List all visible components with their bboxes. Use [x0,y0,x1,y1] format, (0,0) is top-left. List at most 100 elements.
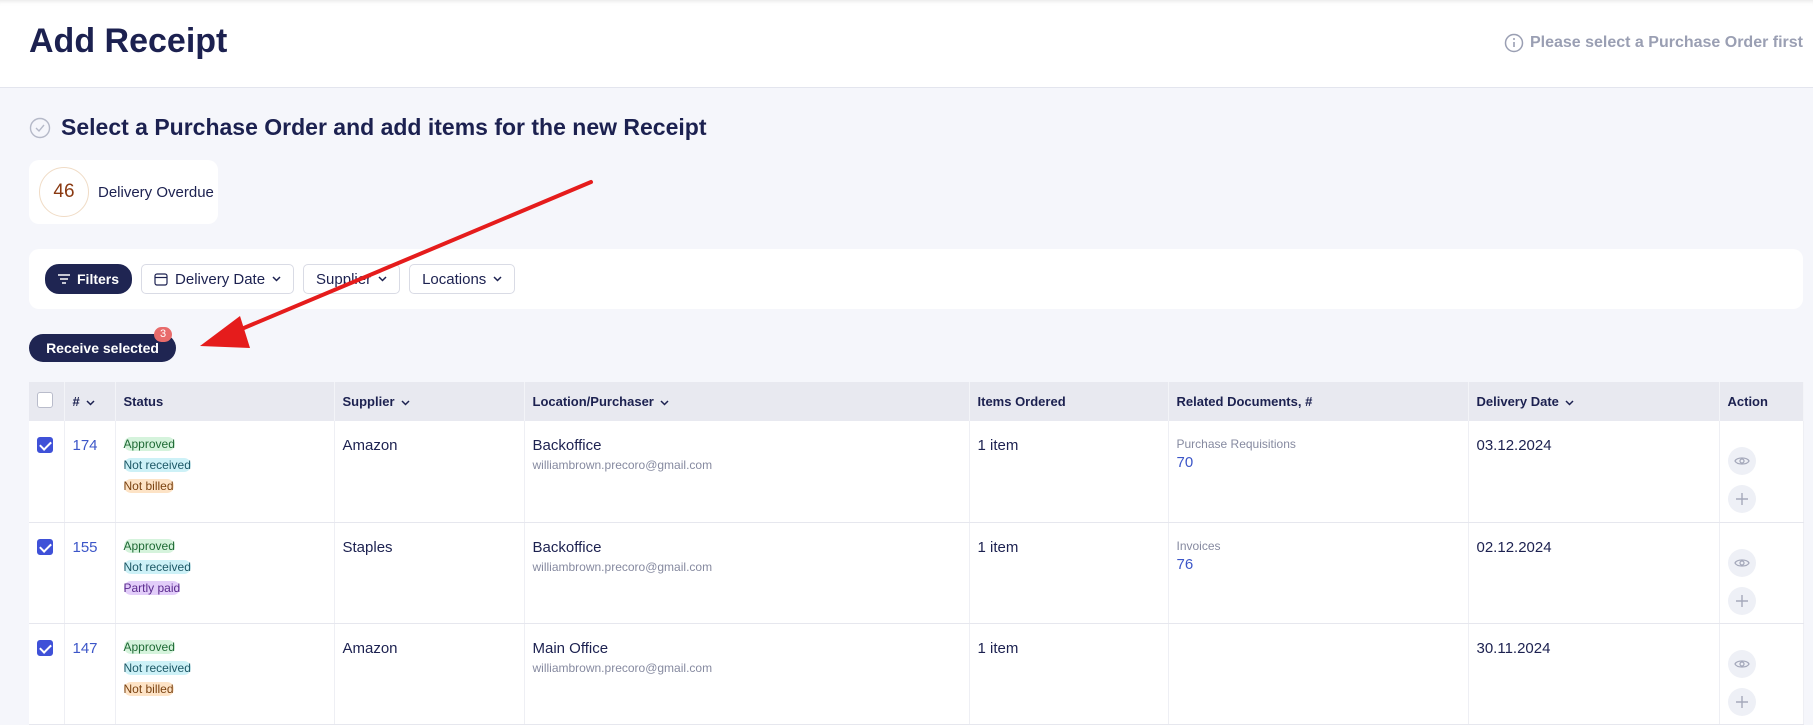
delivery-date: 02.12.2024 [1476,538,1552,556]
location-cell: Main Office williambrown.precoro@gmail.co… [524,623,970,725]
column-header[interactable]: # [64,382,116,421]
number-cell: 174 [64,421,116,523]
select-cell [29,623,65,725]
view-button[interactable] [1727,447,1756,475]
column-header[interactable]: Delivery Date [1468,382,1720,421]
add-button[interactable] [1727,586,1756,615]
filter-icon [58,274,70,284]
items-cell: 1 item [969,623,1169,725]
select-cell [29,522,65,624]
info-icon [1504,33,1524,53]
column-header[interactable]: Location/Purchaser [524,382,970,421]
items-ordered: 1 item [977,639,1019,657]
table-row: 147 Approved Not received Not billed Amazon M… [29,623,1804,725]
column-label: Delivery Date [1476,394,1559,409]
delivery-date-filter[interactable]: Delivery Date [141,264,295,294]
filters-button[interactable]: Filters [45,264,133,294]
select-all-checkbox[interactable] [37,392,53,408]
receive-selected-button[interactable]: Receive selected [29,334,176,362]
related-number[interactable]: 70 [1176,454,1194,471]
eye-icon [1733,659,1750,668]
action-cell [1719,522,1804,624]
chevron [272,276,281,282]
po-number[interactable]: 147 [72,639,98,657]
number-cell: 147 [64,623,116,725]
plus-icon [1735,493,1748,505]
sort-chevron [660,400,669,406]
filter-label: Supplier [316,270,372,288]
related-number[interactable]: 76 [1176,555,1194,573]
number-cell: 155 [64,522,116,624]
status-pill: Not received [123,660,191,675]
column-label: Location/Purchaser [532,394,654,409]
top-bar: Add Receipt Please select a Purchase Ord… [0,0,1813,88]
chevron [493,276,502,282]
supplier-filter[interactable]: Supplier [303,264,401,294]
overdue-count: 46 [39,167,89,217]
status-pill: Not received [123,559,191,574]
items-ordered: 1 item [977,437,1019,454]
table-body: 174 Approved Not received Not billed Amazon B… [29,421,1804,725]
column-label: Related Documents, # [1176,394,1313,409]
eye-icon [1733,558,1750,567]
related-type: Purchase Requisitions [1176,437,1296,451]
column-header: Related Documents, # [1168,382,1469,421]
status-cell: Approved Not received Partly paid [115,522,335,624]
view-button[interactable] [1727,649,1756,678]
page-title: Add Receipt [29,22,228,60]
purchaser-email: williambrown.precoro@gmail.com [532,458,713,472]
chevron [378,276,387,282]
delivery-cell: 30.11.2024 [1468,623,1720,725]
select-cell [29,421,65,523]
related-cell: Purchase Requisitions 70 [1168,421,1469,523]
filters-label: Filters [77,271,120,287]
row-checkbox[interactable] [37,437,53,453]
row-checkbox[interactable] [37,538,53,555]
section-title: Select a Purchase Order and add items fo… [61,114,707,140]
hint-text: Please select a Purchase Order first [1529,34,1803,51]
delivery-cell: 03.12.2024 [1468,421,1720,523]
locations-filter[interactable]: Locations [409,264,516,294]
status-pill: Not received [123,458,191,472]
eye-icon [1733,457,1750,465]
location-cell: Backoffice williambrown.precoro@gmail.com [524,421,970,523]
overdue-card[interactable]: 46 Delivery Overdue [29,160,218,224]
plus-icon [1735,695,1748,708]
add-button[interactable] [1727,687,1756,716]
overdue-label: Delivery Overdue [98,183,214,201]
sort-chevron [1565,400,1574,406]
location-cell: Backoffice williambrown.precoro@gmail.com [524,522,970,624]
location: Main Office [532,639,609,657]
view-button[interactable] [1727,548,1756,577]
status-cell: Approved Not received Not billed [115,421,335,523]
supplier-cell: Staples [334,522,525,624]
items-ordered: 1 item [977,538,1019,556]
status-pill: Approved [123,437,175,451]
column-header[interactable]: Supplier [334,382,525,421]
status-pill: Not billed [123,479,174,493]
purchaser-email: williambrown.precoro@gmail.com [532,559,713,574]
supplier-cell: Amazon [334,421,525,523]
status-pill: Partly paid [123,580,181,595]
section-heading: Select a Purchase Order and add items fo… [29,114,706,141]
delivery-date: 30.11.2024 [1476,639,1551,657]
related-cell: Invoices 76 [1168,522,1469,624]
table-row: 174 Approved Not received Not billed Amazon B… [29,421,1804,523]
column-label: Action [1727,394,1768,409]
column-label: # [72,394,80,409]
sort-chevron [400,400,410,406]
row-checkbox[interactable] [37,639,53,656]
add-button[interactable] [1727,485,1756,513]
selected-badge: 3 [154,327,172,342]
po-number[interactable]: 174 [72,437,98,454]
location: Backoffice [532,538,602,556]
purchase-order-table: # Status Supplier Location/Purchaser Items O… [29,382,1804,725]
sort-chevron [86,400,95,406]
status-cell: Approved Not received Not billed [115,623,335,725]
select-all-cell [29,382,65,421]
po-number[interactable]: 155 [72,538,98,556]
check-icon [29,117,51,138]
calendar-icon [154,273,168,286]
